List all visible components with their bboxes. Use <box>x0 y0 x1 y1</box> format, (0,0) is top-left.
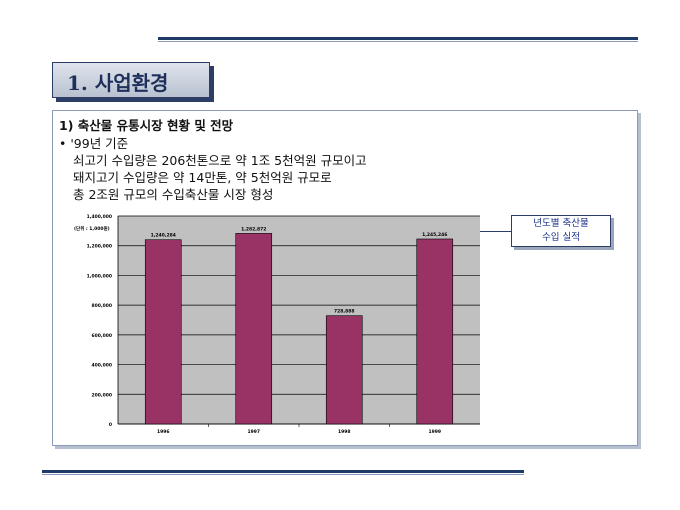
y-tick-label: 1,400,000 <box>87 214 112 220</box>
y-tick-label: 800,000 <box>92 303 113 309</box>
section-title: 1. 사업환경 <box>67 71 169 95</box>
pork-import-line: 돼지고기 수입량은 약 14만톤, 약 5천억원 규모로 <box>73 170 332 185</box>
bar <box>235 233 273 425</box>
y-tick-label: 200,000 <box>92 392 113 398</box>
top-decorative-rule <box>158 37 638 40</box>
bar <box>416 238 454 425</box>
bar <box>144 239 182 425</box>
y-tick-label: 400,000 <box>92 363 113 369</box>
data-label: 1,245,246 <box>422 232 447 238</box>
data-label: 1,240,284 <box>151 233 176 239</box>
beef-import-line: 쇠고기 수입량은 206천톤으로 약 1조 5천억원 규모이고 <box>73 153 367 168</box>
section-title-box: 1. 사업환경 <box>52 62 210 98</box>
bottom-rule-shadow <box>42 474 524 475</box>
unit-label: (단위 : 1,000원) <box>74 225 110 232</box>
x-tick-label: 1996 <box>157 429 170 435</box>
top-rule-shadow <box>158 41 638 42</box>
y-tick-label: 1,200,000 <box>87 244 112 250</box>
y-tick-label: 600,000 <box>92 333 113 339</box>
data-label: 728,888 <box>334 309 355 315</box>
callout-connector <box>480 231 512 232</box>
x-tick-label: 1997 <box>247 429 260 435</box>
content-heading: 1) 축산물 유통시장 현황 및 전망 <box>59 118 234 133</box>
chart-callout: 년도별 축산물 수입 실적 <box>511 215 611 247</box>
y-tick-label: 0 <box>109 422 112 428</box>
x-tick-label: 1999 <box>428 429 441 435</box>
y-tick-label: 1,000,000 <box>87 273 112 279</box>
import-bar-chart: 0 200,000 400,000 600,000 800,000 1,000,000 1,… <box>74 214 480 435</box>
data-label: 1,282,872 <box>241 226 266 232</box>
bar <box>325 315 363 425</box>
market-size-line: 총 2조원 규모의 수입축산물 시장 형성 <box>73 187 274 202</box>
callout-line-2: 수입 실적 <box>542 232 580 243</box>
bottom-decorative-rule <box>42 470 524 473</box>
bullet-basis-year: • '99년 기준 <box>59 136 129 151</box>
callout-line-1: 년도별 축산물 <box>533 218 589 229</box>
x-tick-label: 1998 <box>338 429 351 435</box>
